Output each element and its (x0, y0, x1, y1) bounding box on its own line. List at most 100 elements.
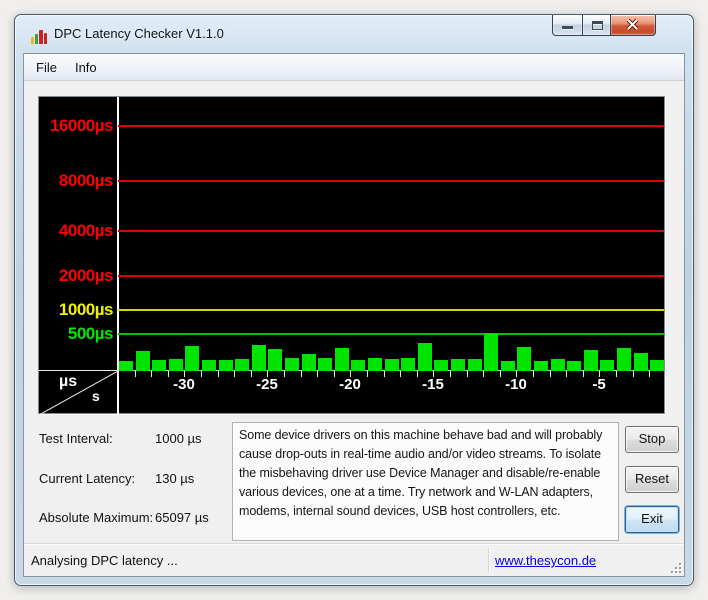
grid-line-4000 (118, 230, 664, 232)
y-unit-label: µs (59, 373, 78, 390)
x-axis-tick (550, 371, 551, 377)
grid-label-16000: 16000µs (49, 116, 114, 135)
x-axis-tick (417, 371, 418, 377)
latency-bar (634, 353, 648, 371)
stop-button[interactable]: Stop (625, 426, 679, 453)
app-window: DPC Latency Checker V1.1.0 File Info (14, 14, 694, 586)
latency-bar (252, 345, 266, 371)
latency-bar (185, 346, 199, 371)
x-axis-tick (384, 371, 385, 377)
stat-label: Test Interval: (39, 431, 113, 446)
x-axis-tick (566, 371, 567, 377)
latency-bar (202, 360, 216, 371)
grid-label-1000: 1000µs (58, 300, 114, 319)
status-text: Analysing DPC latency ... (31, 553, 178, 568)
x-axis-tick (184, 371, 185, 377)
grid-line-8000 (118, 180, 664, 182)
x-axis-tick (533, 371, 534, 377)
status-separator (488, 548, 489, 572)
latency-bar (567, 361, 581, 371)
x-axis-tick (483, 371, 484, 377)
resize-grip[interactable] (668, 560, 681, 573)
x-axis-tick (284, 371, 285, 377)
x-tick-label: -20 (339, 376, 361, 393)
advice-line: the misbehaving driver use Device Manage… (239, 466, 601, 480)
grid-label-4000: 4000µs (58, 221, 114, 240)
stat-current-latency: Current Latency: 130 µs (39, 471, 229, 486)
latency-bar (600, 360, 614, 371)
y-axis-line (117, 97, 119, 415)
x-axis-tick (400, 371, 401, 377)
status-bar: Analysing DPC latency ... www.thesycon.d… (24, 543, 684, 576)
advice-line: various devices, one at a time. Try netw… (239, 485, 594, 499)
x-axis-tick (267, 371, 268, 377)
stat-absolute-maximum: Absolute Maximum: 65097 µs (39, 510, 229, 525)
advice-textbox[interactable]: Some device drivers on this machine beha… (232, 422, 619, 541)
latency-chart: µs s 500µs 1000µs 2000µs 4000µs 8000µs 16000µ… (38, 96, 667, 415)
thesycon-link[interactable]: www.thesycon.de (495, 553, 597, 568)
x-axis-tick (218, 371, 219, 377)
advice-line: Some device drivers on this machine beha… (239, 428, 603, 442)
client-area: File Info µs s 500µs 1000µs 2000µs 4000µs 80… (23, 53, 685, 577)
exit-button[interactable]: Exit (625, 506, 679, 533)
latency-bar (584, 350, 598, 371)
x-axis-tick (467, 371, 468, 377)
latency-bar (650, 360, 664, 371)
latency-bar (235, 359, 249, 371)
latency-bar (318, 358, 332, 371)
minimize-icon (562, 26, 573, 29)
latency-bar (119, 361, 133, 371)
latency-bar (335, 348, 349, 371)
x-axis-tick (649, 371, 650, 377)
latency-bar (385, 359, 399, 371)
stat-value: 65097 µs (155, 510, 209, 525)
grid-label-8000: 8000µs (58, 171, 114, 190)
menu-bar: File Info (24, 54, 684, 81)
x-axis-tick (500, 371, 501, 377)
advice-line: cause drop-outs in real-time audio and/o… (239, 447, 602, 461)
latency-bar (517, 347, 531, 371)
x-axis-tick (433, 371, 434, 377)
advice-line: modems, internal sound devices, USB host… (239, 504, 561, 518)
x-axis-tick (301, 371, 302, 377)
latency-bar (302, 354, 316, 371)
reset-button[interactable]: Reset (625, 466, 679, 493)
stat-label: Current Latency: (39, 471, 136, 486)
grid-line-16000 (118, 125, 664, 127)
maximize-button[interactable] (582, 15, 611, 36)
menu-info[interactable]: Info (74, 59, 97, 75)
axis-corner-diagonal (39, 370, 118, 415)
x-tick-label: -15 (422, 376, 444, 393)
x-axis-tick (201, 371, 202, 377)
latency-bar (351, 360, 365, 371)
stat-value: 130 µs (155, 471, 195, 486)
x-axis-tick (633, 371, 634, 377)
x-tick-label: -25 (256, 376, 278, 393)
latency-bar (534, 361, 548, 371)
x-axis-tick (616, 371, 617, 377)
latency-bar (484, 333, 498, 371)
grid-line-1000 (118, 309, 664, 311)
stat-value: 1000 µs (155, 431, 202, 446)
close-button[interactable] (611, 15, 656, 36)
latency-bar (285, 358, 299, 371)
x-axis-tick (350, 371, 351, 377)
title-bar[interactable]: DPC Latency Checker V1.1.0 (15, 15, 693, 53)
bar-chart-app-icon (31, 27, 48, 44)
latency-bar (468, 359, 482, 371)
grid-label-2000: 2000µs (58, 266, 114, 285)
close-icon (626, 18, 639, 31)
x-axis-tick (583, 371, 584, 377)
x-axis-tick (168, 371, 169, 377)
latency-bar (501, 361, 515, 371)
minimize-button[interactable] (552, 15, 582, 36)
stat-label: Absolute Maximum: (39, 510, 154, 525)
latency-bar (617, 348, 631, 371)
x-axis-tick (599, 371, 600, 377)
latency-bar (551, 359, 565, 371)
x-axis-tick (151, 371, 152, 377)
x-tick-label: -10 (505, 376, 527, 393)
latency-bar (418, 343, 432, 371)
menu-file[interactable]: File (36, 59, 57, 75)
grid-label-500: 500µs (67, 324, 114, 343)
